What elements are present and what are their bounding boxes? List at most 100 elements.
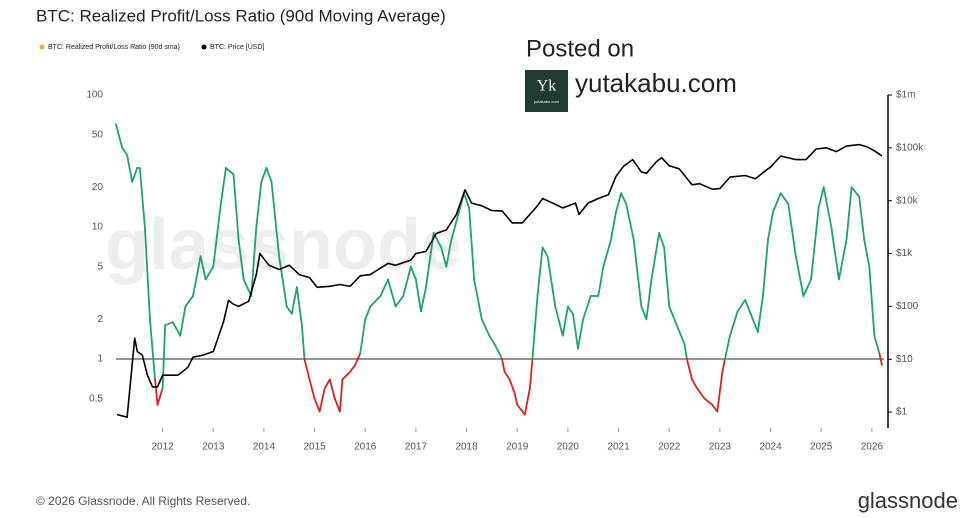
ratio-segment	[658, 232, 666, 249]
y-tick-label: 20	[92, 182, 104, 193]
y2-tick-label: $10	[896, 354, 913, 365]
ratio-segment	[675, 324, 686, 345]
ratio-segment	[225, 167, 235, 176]
ratio-segment	[409, 265, 417, 281]
ratio-segment	[615, 192, 622, 213]
ratio-segment	[303, 358, 311, 381]
ratio-segment	[686, 358, 693, 381]
x-tick-label: 2016	[354, 442, 377, 453]
y-tick-label: 5	[97, 261, 103, 272]
x-tick-label: 2012	[151, 442, 174, 453]
y-tick-label: 50	[92, 129, 104, 140]
ratio-segment	[232, 173, 240, 241]
ratio-segment	[450, 211, 460, 241]
ratio-segment	[696, 387, 706, 400]
chart-title: BTC: Realized Profit/Loss Ratio (90d Mov…	[36, 6, 446, 25]
ratio-segment	[767, 211, 774, 241]
ratio-segment	[473, 278, 483, 321]
ratio-segment	[640, 305, 648, 321]
ratio-segment	[711, 403, 719, 413]
ratio-segment	[420, 286, 427, 313]
ratio-segment	[192, 255, 202, 297]
ratio-segment	[794, 255, 805, 297]
ratio-segment	[333, 397, 341, 413]
ratio-segment	[650, 232, 660, 281]
ratio-segment	[250, 226, 258, 297]
ratio-segment	[528, 358, 534, 390]
ratio-segment	[822, 186, 833, 228]
ratio-segment	[810, 206, 820, 281]
ratio-segment	[143, 226, 151, 321]
ratio-segment	[817, 186, 825, 209]
ratio-segment	[402, 265, 412, 297]
ratio-segment	[121, 146, 129, 157]
y2-tick-label: $100k	[896, 142, 924, 153]
x-tick-label: 2025	[810, 442, 833, 453]
ratio-segment	[138, 167, 146, 228]
ratio-segment	[468, 206, 476, 281]
ratio-segment	[850, 186, 861, 198]
y-tick-label: 10	[92, 222, 104, 233]
ratio-segment	[301, 324, 306, 360]
ratio-segment	[318, 387, 326, 413]
ratio-segment	[716, 370, 724, 413]
ratio-segment	[610, 211, 617, 241]
ratio-segment	[161, 324, 167, 390]
ratio-segment	[364, 305, 372, 321]
ratio-segment	[290, 286, 298, 315]
ratio-segment	[561, 305, 569, 337]
ratio-segment	[582, 295, 592, 321]
x-tick-label: 2020	[557, 442, 580, 453]
ratio-segment	[285, 305, 293, 315]
ratio-segment	[440, 246, 448, 268]
ratio-segment	[171, 321, 182, 337]
x-tick-label: 2022	[658, 442, 681, 453]
ratio-segment	[126, 154, 134, 183]
ratio-segment	[744, 299, 754, 321]
ratio-segment	[531, 295, 539, 360]
ratio-segment	[691, 378, 698, 390]
posted-on: Posted on	[526, 35, 634, 62]
ratio-segment	[488, 334, 496, 345]
ratio-segment	[278, 255, 288, 308]
x-tick-label: 2018	[455, 442, 478, 453]
ratio-segment	[729, 310, 739, 337]
ratio-segment	[295, 286, 303, 327]
ratio-segment	[566, 305, 574, 315]
ratio-segment	[242, 278, 253, 297]
y2-tick-label: $1m	[896, 90, 915, 101]
ratio-segment	[632, 238, 643, 308]
ratio-segment	[878, 352, 883, 366]
ratio-segment	[179, 305, 187, 337]
site-name: yutakabu.com	[575, 68, 737, 98]
legend-swatch	[39, 44, 45, 50]
ratio-segment	[703, 397, 714, 406]
ratio-segment	[369, 295, 382, 308]
x-tick-label: 2021	[607, 442, 630, 453]
ratio-segment	[394, 295, 405, 308]
ratio-segment	[546, 255, 557, 308]
ratio-segment	[237, 238, 245, 281]
x-tick-label: 2015	[303, 442, 326, 453]
ratio-segment	[751, 318, 759, 333]
ratio-segment	[328, 378, 336, 400]
ratio-segment	[762, 238, 769, 297]
ratio-segment	[508, 378, 516, 395]
y2-tick-label: $1	[896, 407, 908, 418]
logo-letters: Yk	[537, 78, 557, 95]
ratio-segment	[802, 278, 812, 297]
y2-tick-label: $100	[896, 301, 919, 312]
ratio-segment	[858, 195, 866, 241]
ratio-segment	[379, 278, 389, 297]
ratio-segment	[149, 318, 156, 381]
price-line	[116, 143, 883, 418]
ratio-segment	[516, 403, 526, 416]
ratio-segment	[721, 358, 726, 373]
ratio-segment	[554, 305, 564, 337]
ratio-segment	[204, 265, 215, 281]
ratio-segment	[541, 246, 549, 258]
ratio-segment	[645, 278, 653, 321]
ratio-segment	[387, 278, 397, 308]
